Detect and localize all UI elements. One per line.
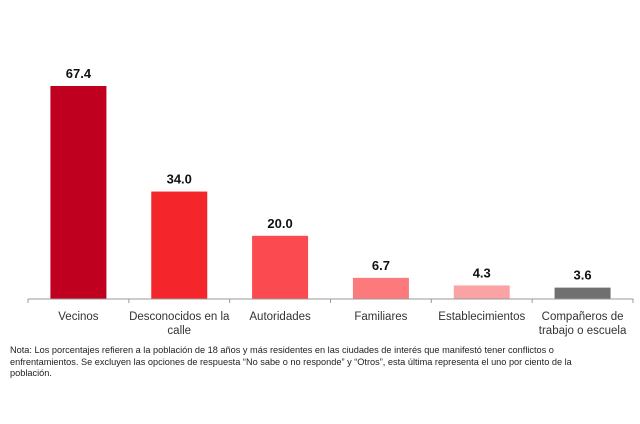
bar [352, 277, 409, 299]
bar-chart: 67.4 34.0 20.0 6.7 4.3 3.6 Vecinos Desconocido… [27, 66, 634, 337]
bar [151, 191, 208, 299]
value-label: 4.3 [473, 265, 491, 280]
bar [554, 287, 611, 299]
value-labels-group: 67.4 34.0 20.0 6.7 4.3 3.6 [66, 66, 592, 283]
category-labels-group: Vecinos Desconocidos en la calle Autoridade… [58, 311, 627, 337]
category-label: Autoridades [249, 311, 311, 323]
category-label: Establecimientos [438, 311, 525, 323]
value-label: 3.6 [574, 268, 592, 283]
category-label: Compañeros de trabajo o escuela [539, 311, 627, 337]
value-label: 20.0 [267, 216, 292, 231]
category-label: Familiares [354, 311, 407, 323]
bar [252, 235, 309, 299]
value-label: 67.4 [66, 66, 92, 81]
category-label: Vecinos [58, 311, 99, 323]
bar [453, 285, 510, 299]
value-label: 6.7 [372, 258, 390, 273]
bars-group [50, 86, 611, 299]
category-label: Desconocidos en la calle [129, 311, 230, 337]
x-axis-ticks [27, 299, 634, 303]
bar [50, 86, 107, 299]
value-label: 34.0 [167, 172, 192, 187]
footnote: Nota: Los porcentajes refieren a la pobl… [10, 345, 572, 378]
